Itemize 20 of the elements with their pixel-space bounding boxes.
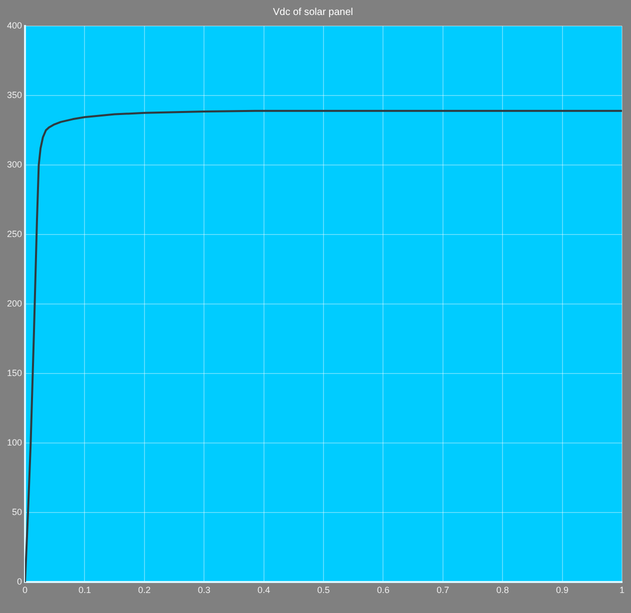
- y-tick-label: 0: [17, 576, 22, 587]
- x-tick-label: 0.3: [198, 585, 210, 596]
- y-tick-label: 150: [6, 368, 22, 378]
- chart-title: Vdc of solar panel: [272, 6, 354, 18]
- y-tick-label: 200: [6, 298, 22, 309]
- x-tick-label: 0.9: [556, 585, 569, 596]
- x-tick-label: 0.4: [258, 585, 270, 596]
- x-tick-label: 0.5: [317, 585, 330, 596]
- y-tick-label: 350: [6, 90, 22, 100]
- x-tick-label: 0.2: [138, 585, 151, 596]
- x-tick-label: 0.8: [496, 585, 509, 596]
- y-tick-label: 50: [12, 507, 22, 518]
- y-tick-label: 100: [6, 438, 22, 448]
- x-tick-label: 0.7: [436, 585, 450, 596]
- y-tick-label: 400: [6, 20, 22, 30]
- x-tick-label: 0.1: [78, 585, 91, 596]
- y-tick-label: 300: [6, 160, 22, 170]
- x-tick-label: 1: [619, 585, 625, 596]
- y-tick-label: 250: [6, 229, 22, 240]
- x-tick-label: 0.6: [376, 585, 390, 596]
